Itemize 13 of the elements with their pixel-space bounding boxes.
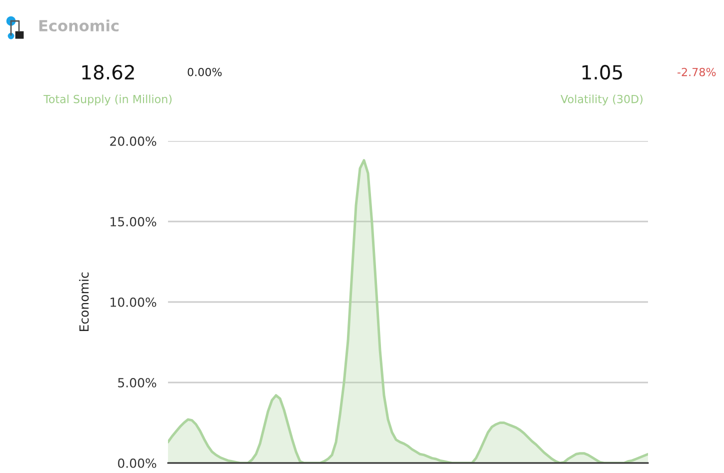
y-tick-label: 20.00% — [110, 136, 156, 146]
y-axis-title: Economic — [79, 272, 89, 332]
text: Volatility (30D) — [560, 94, 642, 106]
text: Total Supply (in Million) — [43, 94, 172, 106]
chart-title: Economic — [39, 20, 119, 32]
y-tick-label: 0.00% — [118, 458, 156, 468]
text: 18.62 — [82, 64, 134, 80]
text: 0.00% — [188, 68, 222, 76]
text: -2.78% — [678, 68, 716, 76]
text: 1.05 — [582, 64, 622, 80]
y-tick-label: 5.00% — [118, 378, 156, 388]
y-tick-label: 15.00% — [110, 216, 156, 226]
y-tick-label: 10.00% — [110, 297, 156, 307]
